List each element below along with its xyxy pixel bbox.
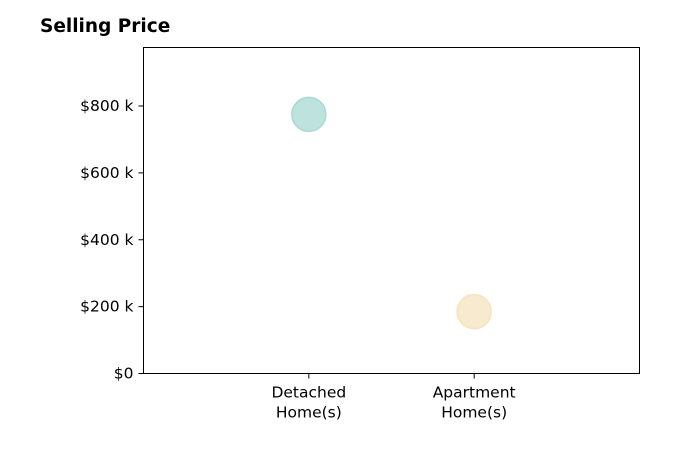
x-tick-label: Apartment Home(s): [433, 384, 516, 422]
y-tick-label: $200 k: [80, 298, 133, 316]
data-point: [291, 96, 327, 133]
plot-frame: [143, 47, 640, 374]
x-axis: Detached Home(s) Apartment Home(s): [271, 373, 516, 422]
data-point: [456, 293, 492, 330]
y-axis: $0 $200 k $400 k $600 k $800 k: [80, 97, 144, 383]
y-tick-label: $800 k: [80, 97, 133, 115]
y-tick-label: $0: [114, 365, 134, 383]
x-tick-label: Detached Home(s): [271, 384, 346, 422]
y-tick-label: $400 k: [80, 231, 133, 249]
data-points: [291, 96, 492, 330]
y-tick-label: $600 k: [80, 164, 133, 182]
chart-title: Selling Price: [40, 16, 171, 37]
